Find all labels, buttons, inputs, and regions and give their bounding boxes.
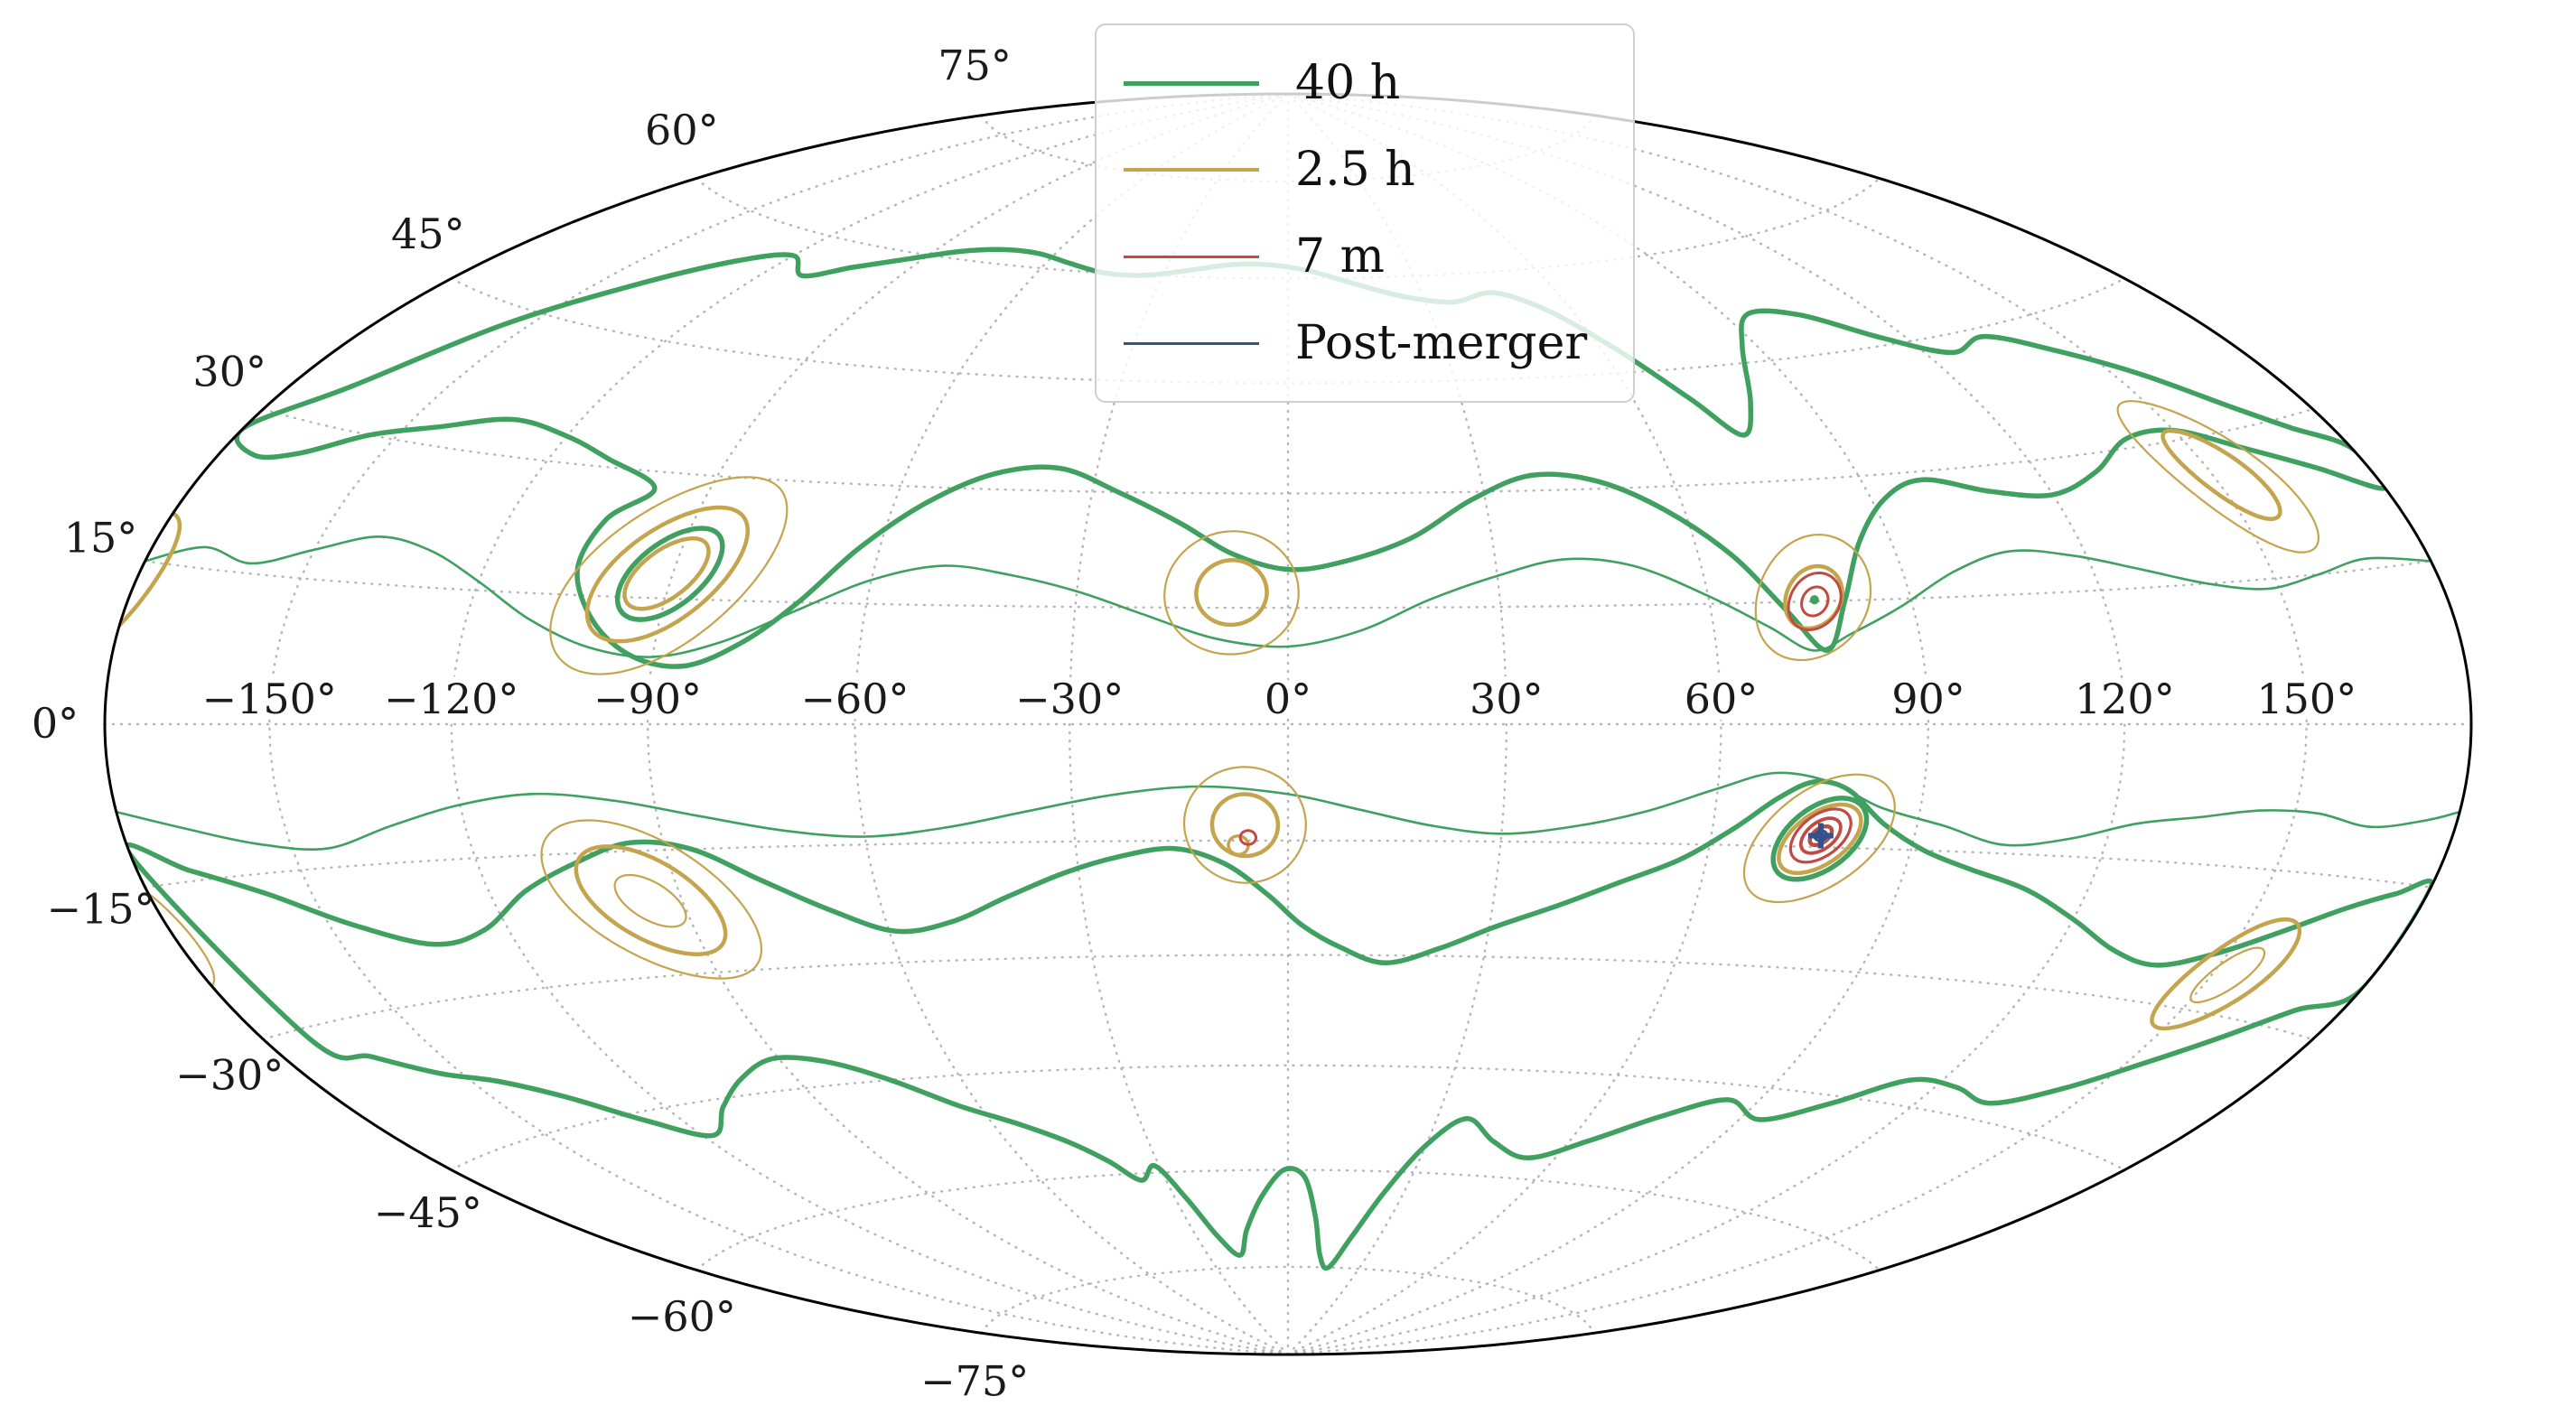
contour-25h-se-outer xyxy=(1742,773,1896,904)
lon-tick-label: −60° xyxy=(800,675,909,723)
contour-25h-s0-tiny xyxy=(1227,834,1250,857)
contour-25h-n0-outer xyxy=(1163,530,1300,656)
markers xyxy=(1807,595,1834,849)
legend-label-2-5h: 2.5 h xyxy=(1295,143,1415,197)
lon-tick-label: 30° xyxy=(1470,675,1544,723)
marker-event-dot-north xyxy=(1809,595,1819,605)
contour-7m-se-outer xyxy=(1788,807,1853,864)
contour-25h-sw-mid xyxy=(574,844,728,956)
lon-tick-label: −30° xyxy=(1015,675,1124,723)
lon-tick-label: −120° xyxy=(384,675,518,723)
contour-40h-band-south xyxy=(124,778,2435,1271)
lat-tick-label: 0° xyxy=(32,699,79,748)
contour-25h-se-mid xyxy=(1777,802,1863,876)
lat-tick-labels: 75° 60° 45° 30° 15° 0° −15° −30° −45° −60° −75° xyxy=(32,41,1029,1405)
legend-item-post-merger: Post-merger xyxy=(1124,320,1620,367)
contour-25h-nfar-inner xyxy=(2161,428,2282,521)
legend-label-40h: 40 h xyxy=(1295,56,1401,110)
lon-tick-label: 150° xyxy=(2256,675,2357,723)
lat-tick-label: −45° xyxy=(374,1188,482,1237)
contour-25h-sfar-outer xyxy=(2150,917,2302,1031)
contour-25h-n0-inner xyxy=(1194,558,1269,628)
lat-tick-label: −75° xyxy=(920,1357,1029,1406)
legend-item-2-5h: 2.5 h xyxy=(1124,146,1620,193)
lat-tick-label: −60° xyxy=(628,1292,736,1341)
lon-tick-label: 0° xyxy=(1265,675,1311,723)
lat-tick-label: 45° xyxy=(391,209,465,258)
contour-7m-s0-tiny xyxy=(1238,829,1257,846)
contour-7m-ne-outer xyxy=(1787,572,1843,631)
lon-tick-label: 90° xyxy=(1891,675,1965,723)
lat-tick-label: −30° xyxy=(175,1050,284,1099)
contour-25h-sw-inner xyxy=(613,873,687,928)
contour-25h-s0-inner xyxy=(1209,792,1281,859)
contour-25h-sfar-inner xyxy=(2189,946,2266,1004)
legend-item-40h: 40 h xyxy=(1124,60,1620,107)
lon-tick-label: −90° xyxy=(593,675,702,723)
contour-25h-nfar-outer xyxy=(2116,400,2320,554)
contour-25h-ne-outer xyxy=(1754,534,1872,662)
lat-tick-label: −15° xyxy=(46,884,154,933)
contour-40h-inner-south xyxy=(115,771,2461,852)
parallel-line xyxy=(695,1168,1881,1271)
contour-25h-nw-mid xyxy=(584,505,751,644)
contour-7m-se-inner xyxy=(1807,824,1834,848)
legend-line-sample-40h xyxy=(1124,80,1259,86)
contour-25h-nw-outer xyxy=(549,476,789,675)
legend-item-7m: 7 m xyxy=(1124,233,1620,280)
legend-line-sample-7m xyxy=(1124,255,1259,258)
marker-post-merger-cross xyxy=(1807,823,1834,849)
meridian-line xyxy=(1286,94,2309,1354)
lat-tick-label: 75° xyxy=(938,41,1012,89)
contour-25h-s0-outer xyxy=(1183,766,1307,884)
lon-tick-label: 120° xyxy=(2075,675,2175,723)
meridian-line xyxy=(267,94,1290,1354)
map-background xyxy=(105,94,2471,1354)
contour-40h-loop-nw xyxy=(614,526,725,622)
meridian-line xyxy=(1286,94,2126,1354)
meridian-line xyxy=(450,94,1290,1354)
contour-7m-se-mid xyxy=(1798,816,1843,855)
chart-legend: 40 h 2.5 h 7 m Post-merger xyxy=(1095,23,1635,403)
contour-40h-loop-se xyxy=(1770,796,1870,882)
lat-tick-label: 60° xyxy=(645,106,719,154)
contour-40h-inner-north xyxy=(144,535,2432,658)
contour-7m-ne-inner xyxy=(1800,585,1830,618)
lat-tick-label: 30° xyxy=(192,348,266,396)
contour-25h-nw-inner xyxy=(622,536,711,611)
lon-tick-label: 60° xyxy=(1685,675,1759,723)
legend-label-post-merger: Post-merger xyxy=(1295,316,1588,370)
legend-line-sample-2-5h xyxy=(1124,168,1259,172)
lon-tick-label: −150° xyxy=(202,675,337,723)
lat-tick-label: 15° xyxy=(64,514,138,563)
legend-line-sample-post-merger xyxy=(1124,341,1259,345)
contour-25h-sw-outer xyxy=(540,819,763,980)
lon-tick-labels: −150° −120° −90° −60° −30° 0° 30° 60° 90° 120° 150… xyxy=(196,668,2364,730)
legend-label-7m: 7 m xyxy=(1295,229,1385,284)
parallel-line xyxy=(262,407,2314,495)
